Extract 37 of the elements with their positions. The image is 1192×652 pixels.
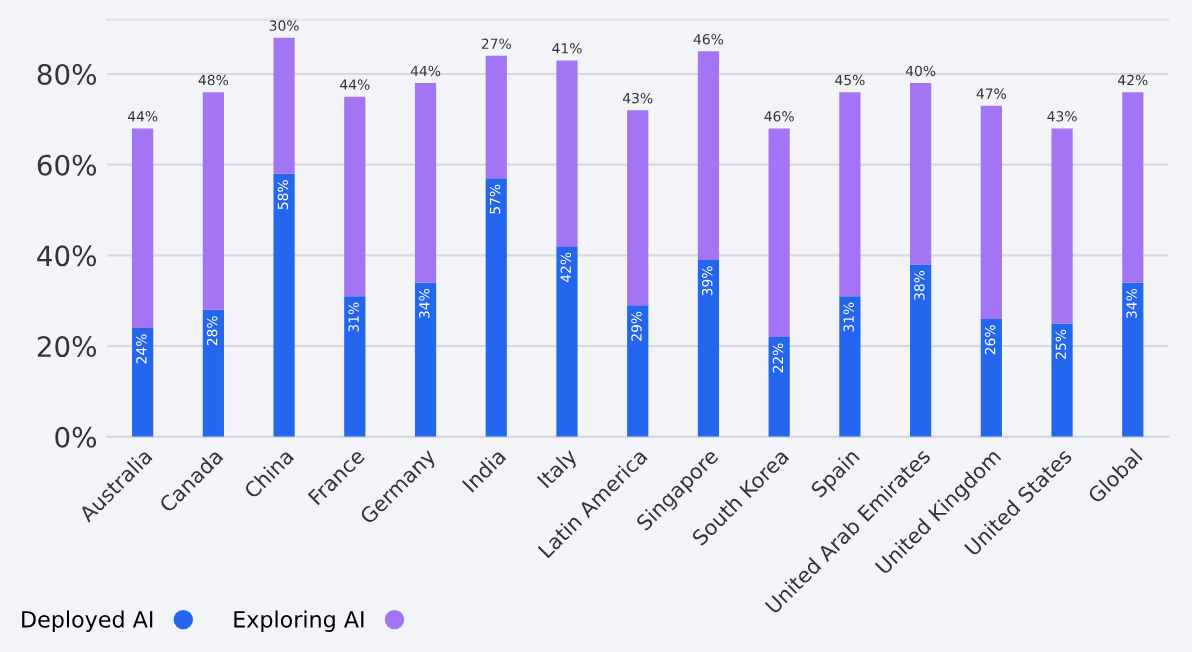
bar [202,92,224,310]
bar [556,60,578,247]
bar [839,296,861,437]
bar [273,173,295,437]
legend-label: Deployed AI [22,610,153,632]
bar [414,83,437,283]
bar [202,309,224,437]
bar [768,337,790,437]
bar [132,327,154,437]
legend-label: Exploring AI [234,610,364,632]
bar [1122,282,1144,437]
bar [485,178,507,437]
bar [344,96,366,297]
bar [344,296,366,437]
bar [1051,323,1073,437]
bar [627,305,649,437]
bar [697,259,720,437]
bar [132,128,154,328]
y-tick-label: 80% [37,63,97,85]
y-tick-label: 20% [37,336,97,358]
y-tick-label: 0% [55,426,97,448]
bar [910,264,932,437]
bar [556,246,578,437]
bar [980,318,1002,437]
y-tick-label: 60% [37,154,97,176]
bar [910,83,932,265]
y-tick-label: 40% [37,245,97,267]
bar [839,92,861,297]
bar [414,282,437,437]
bar [627,110,649,306]
bar [273,37,295,174]
bar [697,51,720,260]
bar [768,128,790,338]
bar [1051,128,1073,324]
bar [485,55,507,179]
bar [1122,92,1144,283]
bar [980,105,1002,319]
